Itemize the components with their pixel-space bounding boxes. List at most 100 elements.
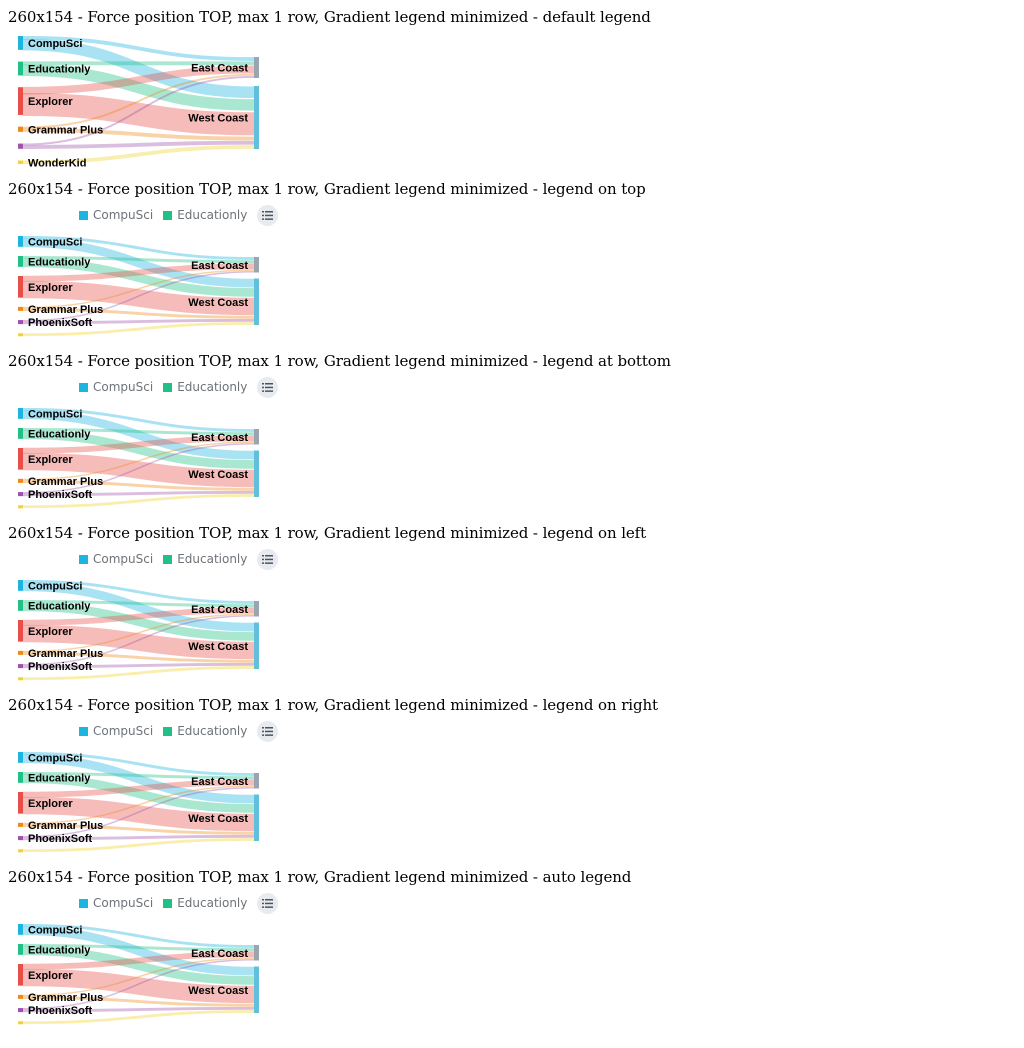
sankey-link-phoenixsoft-to-west-coast[interactable]: [22, 834, 255, 841]
source-node-wonderkid[interactable]: [18, 677, 23, 681]
source-node-compusci[interactable]: [18, 36, 23, 50]
legend-more-button[interactable]: [257, 548, 279, 570]
sankey-link-grammar-plus-to-east-coast[interactable]: [22, 269, 255, 309]
sankey-link-explorer-to-west-coast[interactable]: [22, 796, 255, 832]
source-node-phoenixsoft[interactable]: [18, 143, 23, 149]
source-node-explorer[interactable]: [18, 448, 23, 470]
sankey-link-educationly-to-east-coast[interactable]: [22, 943, 255, 952]
sankey-link-grammar-plus-to-east-coast[interactable]: [22, 73, 255, 129]
sankey-link-wonderkid-to-west-coast[interactable]: [22, 1009, 255, 1025]
legend-item-compusci[interactable]: CompuSci: [79, 724, 153, 738]
source-node-phoenixsoft[interactable]: [18, 664, 23, 669]
source-node-grammar-plus[interactable]: [18, 994, 23, 999]
source-node-phoenixsoft[interactable]: [18, 320, 23, 325]
source-node-phoenixsoft[interactable]: [18, 836, 23, 841]
source-node-compusci[interactable]: [18, 236, 23, 247]
legend-item-educationly[interactable]: Educationly: [163, 552, 247, 566]
source-node-grammar-plus[interactable]: [18, 822, 23, 827]
source-node-compusci[interactable]: [18, 580, 23, 591]
target-node-west-coast[interactable]: [254, 86, 259, 149]
sankey-link-phoenixsoft-to-east-coast[interactable]: [22, 75, 255, 146]
target-node-east-coast[interactable]: [254, 773, 259, 789]
sankey-link-compusci-to-west-coast[interactable]: [22, 754, 255, 804]
sankey-link-explorer-to-west-coast[interactable]: [22, 968, 255, 1004]
sankey-link-grammar-plus-to-west-coast[interactable]: [22, 308, 255, 319]
sankey-link-phoenixsoft-to-east-coast[interactable]: [22, 442, 255, 494]
sankey-link-compusci-to-west-coast[interactable]: [22, 926, 255, 976]
source-node-educationly[interactable]: [18, 61, 23, 76]
sankey-link-educationly-to-east-coast[interactable]: [22, 427, 255, 436]
legend-item-educationly[interactable]: Educationly: [163, 208, 247, 222]
target-node-east-coast[interactable]: [254, 429, 259, 445]
sankey-link-phoenixsoft-to-east-coast[interactable]: [22, 614, 255, 666]
target-node-east-coast[interactable]: [254, 601, 259, 617]
sankey-link-explorer-to-west-coast[interactable]: [22, 280, 255, 316]
sankey-link-compusci-to-west-coast[interactable]: [22, 410, 255, 460]
sankey-link-educationly-to-west-coast[interactable]: [22, 64, 255, 111]
sankey-link-educationly-to-east-coast[interactable]: [22, 599, 255, 608]
target-node-west-coast[interactable]: [254, 278, 259, 326]
sankey-link-educationly-to-east-coast[interactable]: [22, 771, 255, 780]
source-node-wonderkid[interactable]: [18, 849, 23, 853]
sankey-link-explorer-to-east-coast[interactable]: [22, 435, 255, 454]
sankey-link-wonderkid-to-west-coast[interactable]: [22, 321, 255, 337]
legend-more-button[interactable]: [257, 720, 279, 742]
source-node-educationly[interactable]: [18, 256, 23, 267]
source-node-explorer[interactable]: [18, 87, 23, 115]
sankey-link-compusci-to-east-coast[interactable]: [22, 235, 255, 261]
sankey-link-wonderkid-to-west-coast[interactable]: [22, 144, 255, 165]
source-node-compusci[interactable]: [18, 752, 23, 763]
legend-item-compusci[interactable]: CompuSci: [79, 380, 153, 394]
legend-item-compusci[interactable]: CompuSci: [79, 208, 153, 222]
source-node-wonderkid[interactable]: [18, 505, 23, 509]
legend-more-button[interactable]: [257, 892, 279, 914]
sankey-link-grammar-plus-to-west-coast[interactable]: [22, 824, 255, 835]
source-node-explorer[interactable]: [18, 620, 23, 642]
sankey-link-wonderkid-to-west-coast[interactable]: [22, 493, 255, 509]
legend-item-compusci[interactable]: CompuSci: [79, 552, 153, 566]
target-node-west-coast[interactable]: [254, 622, 259, 670]
legend-more-button[interactable]: [257, 204, 279, 226]
target-node-west-coast[interactable]: [254, 794, 259, 842]
source-node-educationly[interactable]: [18, 944, 23, 955]
source-node-compusci[interactable]: [18, 408, 23, 419]
sankey-link-phoenixsoft-to-west-coast[interactable]: [22, 140, 255, 149]
target-node-west-coast[interactable]: [254, 450, 259, 498]
source-node-wonderkid[interactable]: [18, 1021, 23, 1025]
sankey-link-educationly-to-west-coast[interactable]: [22, 430, 255, 469]
source-node-educationly[interactable]: [18, 428, 23, 439]
sankey-link-educationly-to-west-coast[interactable]: [22, 258, 255, 297]
source-node-explorer[interactable]: [18, 792, 23, 814]
legend-item-educationly[interactable]: Educationly: [163, 896, 247, 910]
sankey-link-compusci-to-east-coast[interactable]: [22, 579, 255, 605]
sankey-link-explorer-to-west-coast[interactable]: [22, 93, 255, 136]
source-node-grammar-plus[interactable]: [18, 306, 23, 311]
sankey-link-phoenixsoft-to-east-coast[interactable]: [22, 958, 255, 1010]
sankey-link-explorer-to-west-coast[interactable]: [22, 452, 255, 488]
sankey-link-compusci-to-east-coast[interactable]: [22, 923, 255, 949]
sankey-link-phoenixsoft-to-west-coast[interactable]: [22, 1006, 255, 1013]
source-node-grammar-plus[interactable]: [18, 126, 23, 132]
source-node-wonderkid[interactable]: [18, 333, 23, 337]
sankey-link-explorer-to-east-coast[interactable]: [22, 779, 255, 798]
sankey-link-compusci-to-east-coast[interactable]: [22, 751, 255, 777]
sankey-link-compusci-to-east-coast[interactable]: [22, 407, 255, 433]
sankey-link-phoenixsoft-to-west-coast[interactable]: [22, 490, 255, 497]
sankey-link-grammar-plus-to-west-coast[interactable]: [22, 480, 255, 491]
sankey-link-grammar-plus-to-east-coast[interactable]: [22, 957, 255, 997]
source-node-grammar-plus[interactable]: [18, 478, 23, 483]
sankey-link-grammar-plus-to-west-coast[interactable]: [22, 996, 255, 1007]
sankey-link-phoenixsoft-to-east-coast[interactable]: [22, 270, 255, 322]
source-node-phoenixsoft[interactable]: [18, 492, 23, 497]
sankey-link-grammar-plus-to-east-coast[interactable]: [22, 613, 255, 653]
target-node-east-coast[interactable]: [254, 945, 259, 961]
sankey-link-explorer-to-east-coast[interactable]: [22, 951, 255, 970]
sankey-link-wonderkid-to-west-coast[interactable]: [22, 837, 255, 853]
legend-more-button[interactable]: [257, 376, 279, 398]
sankey-link-grammar-plus-to-west-coast[interactable]: [22, 128, 255, 141]
source-node-educationly[interactable]: [18, 600, 23, 611]
source-node-explorer[interactable]: [18, 276, 23, 298]
sankey-link-phoenixsoft-to-west-coast[interactable]: [22, 318, 255, 325]
sankey-link-compusci-to-east-coast[interactable]: [22, 35, 255, 62]
target-node-east-coast[interactable]: [254, 57, 259, 78]
